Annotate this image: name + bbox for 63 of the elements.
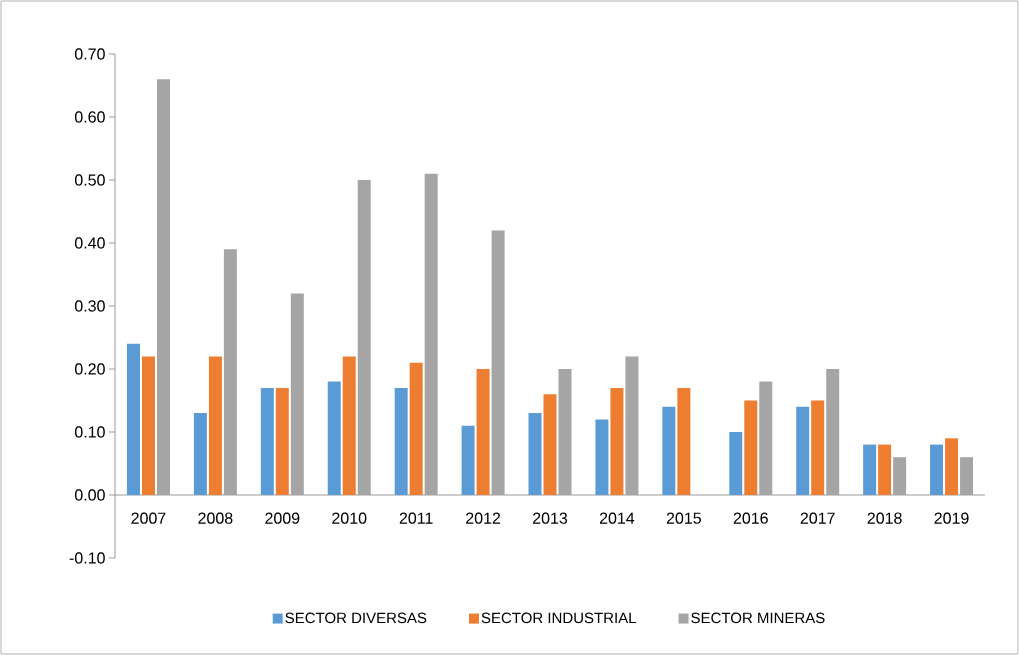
- x-tick-label: 2011: [399, 512, 433, 524]
- y-tick-label: 0.10: [74, 426, 105, 438]
- y-tick-label: 0.40: [74, 237, 105, 249]
- bar: [945, 438, 959, 495]
- x-tick-label: 2015: [666, 512, 701, 524]
- legend-label: SECTOR INDUSTRIAL: [481, 612, 637, 624]
- x-tick-label: 2013: [533, 512, 568, 524]
- bar: [744, 400, 758, 495]
- bar: [461, 425, 475, 495]
- bar: [528, 413, 542, 495]
- bar: [208, 356, 222, 495]
- bar: [275, 387, 289, 495]
- bar: [290, 293, 304, 495]
- bar: [357, 179, 371, 495]
- bar: [424, 173, 438, 495]
- bar: [610, 387, 624, 495]
- bar: [126, 343, 140, 495]
- x-tick-label: 2017: [800, 512, 835, 524]
- bar: [193, 413, 207, 495]
- bar: [677, 387, 691, 495]
- bar: [826, 368, 840, 495]
- legend-label: SECTOR DIVERSAS: [285, 612, 427, 624]
- x-tick-label: 2018: [867, 512, 902, 524]
- bar: [476, 368, 490, 495]
- y-tick-label: -0.10: [69, 552, 105, 564]
- x-tick-label: 2009: [265, 512, 300, 524]
- bar: [863, 444, 877, 495]
- bar: [327, 381, 341, 495]
- x-tick-label: 2008: [198, 512, 233, 524]
- bar: [260, 387, 274, 495]
- bar: [625, 356, 639, 495]
- bar: [960, 457, 974, 495]
- x-tick-label: 2012: [466, 512, 501, 524]
- bar: [662, 406, 676, 495]
- bar: [342, 356, 356, 495]
- bar: [930, 444, 944, 495]
- bar: [893, 457, 907, 495]
- bar: [394, 387, 408, 495]
- y-tick-label: 0.70: [74, 48, 105, 60]
- x-tick-label: 2014: [599, 512, 635, 524]
- bar: [141, 356, 155, 495]
- x-tick-label: 2016: [733, 512, 768, 524]
- bar: [558, 368, 572, 495]
- y-tick-label: 0.20: [74, 363, 105, 375]
- bar: [811, 400, 825, 495]
- bar: [796, 406, 810, 495]
- x-tick-label: 2019: [934, 512, 969, 524]
- bar: [223, 249, 237, 495]
- bar: [156, 79, 170, 495]
- bar: [409, 362, 423, 495]
- x-tick-label: 2007: [131, 512, 166, 524]
- y-tick-label: 0.00: [74, 489, 105, 501]
- bar: [595, 419, 609, 495]
- x-tick-label: 2010: [332, 512, 367, 524]
- legend-label: SECTOR MINERAS: [691, 612, 825, 624]
- bar: [759, 381, 773, 495]
- y-tick-label: 0.50: [74, 174, 105, 186]
- bar: [543, 394, 557, 495]
- bar: [878, 444, 892, 495]
- bar: [729, 431, 743, 495]
- y-tick-label: 0.60: [74, 111, 105, 123]
- bar: [491, 230, 505, 495]
- y-tick-label: 0.30: [74, 300, 105, 312]
